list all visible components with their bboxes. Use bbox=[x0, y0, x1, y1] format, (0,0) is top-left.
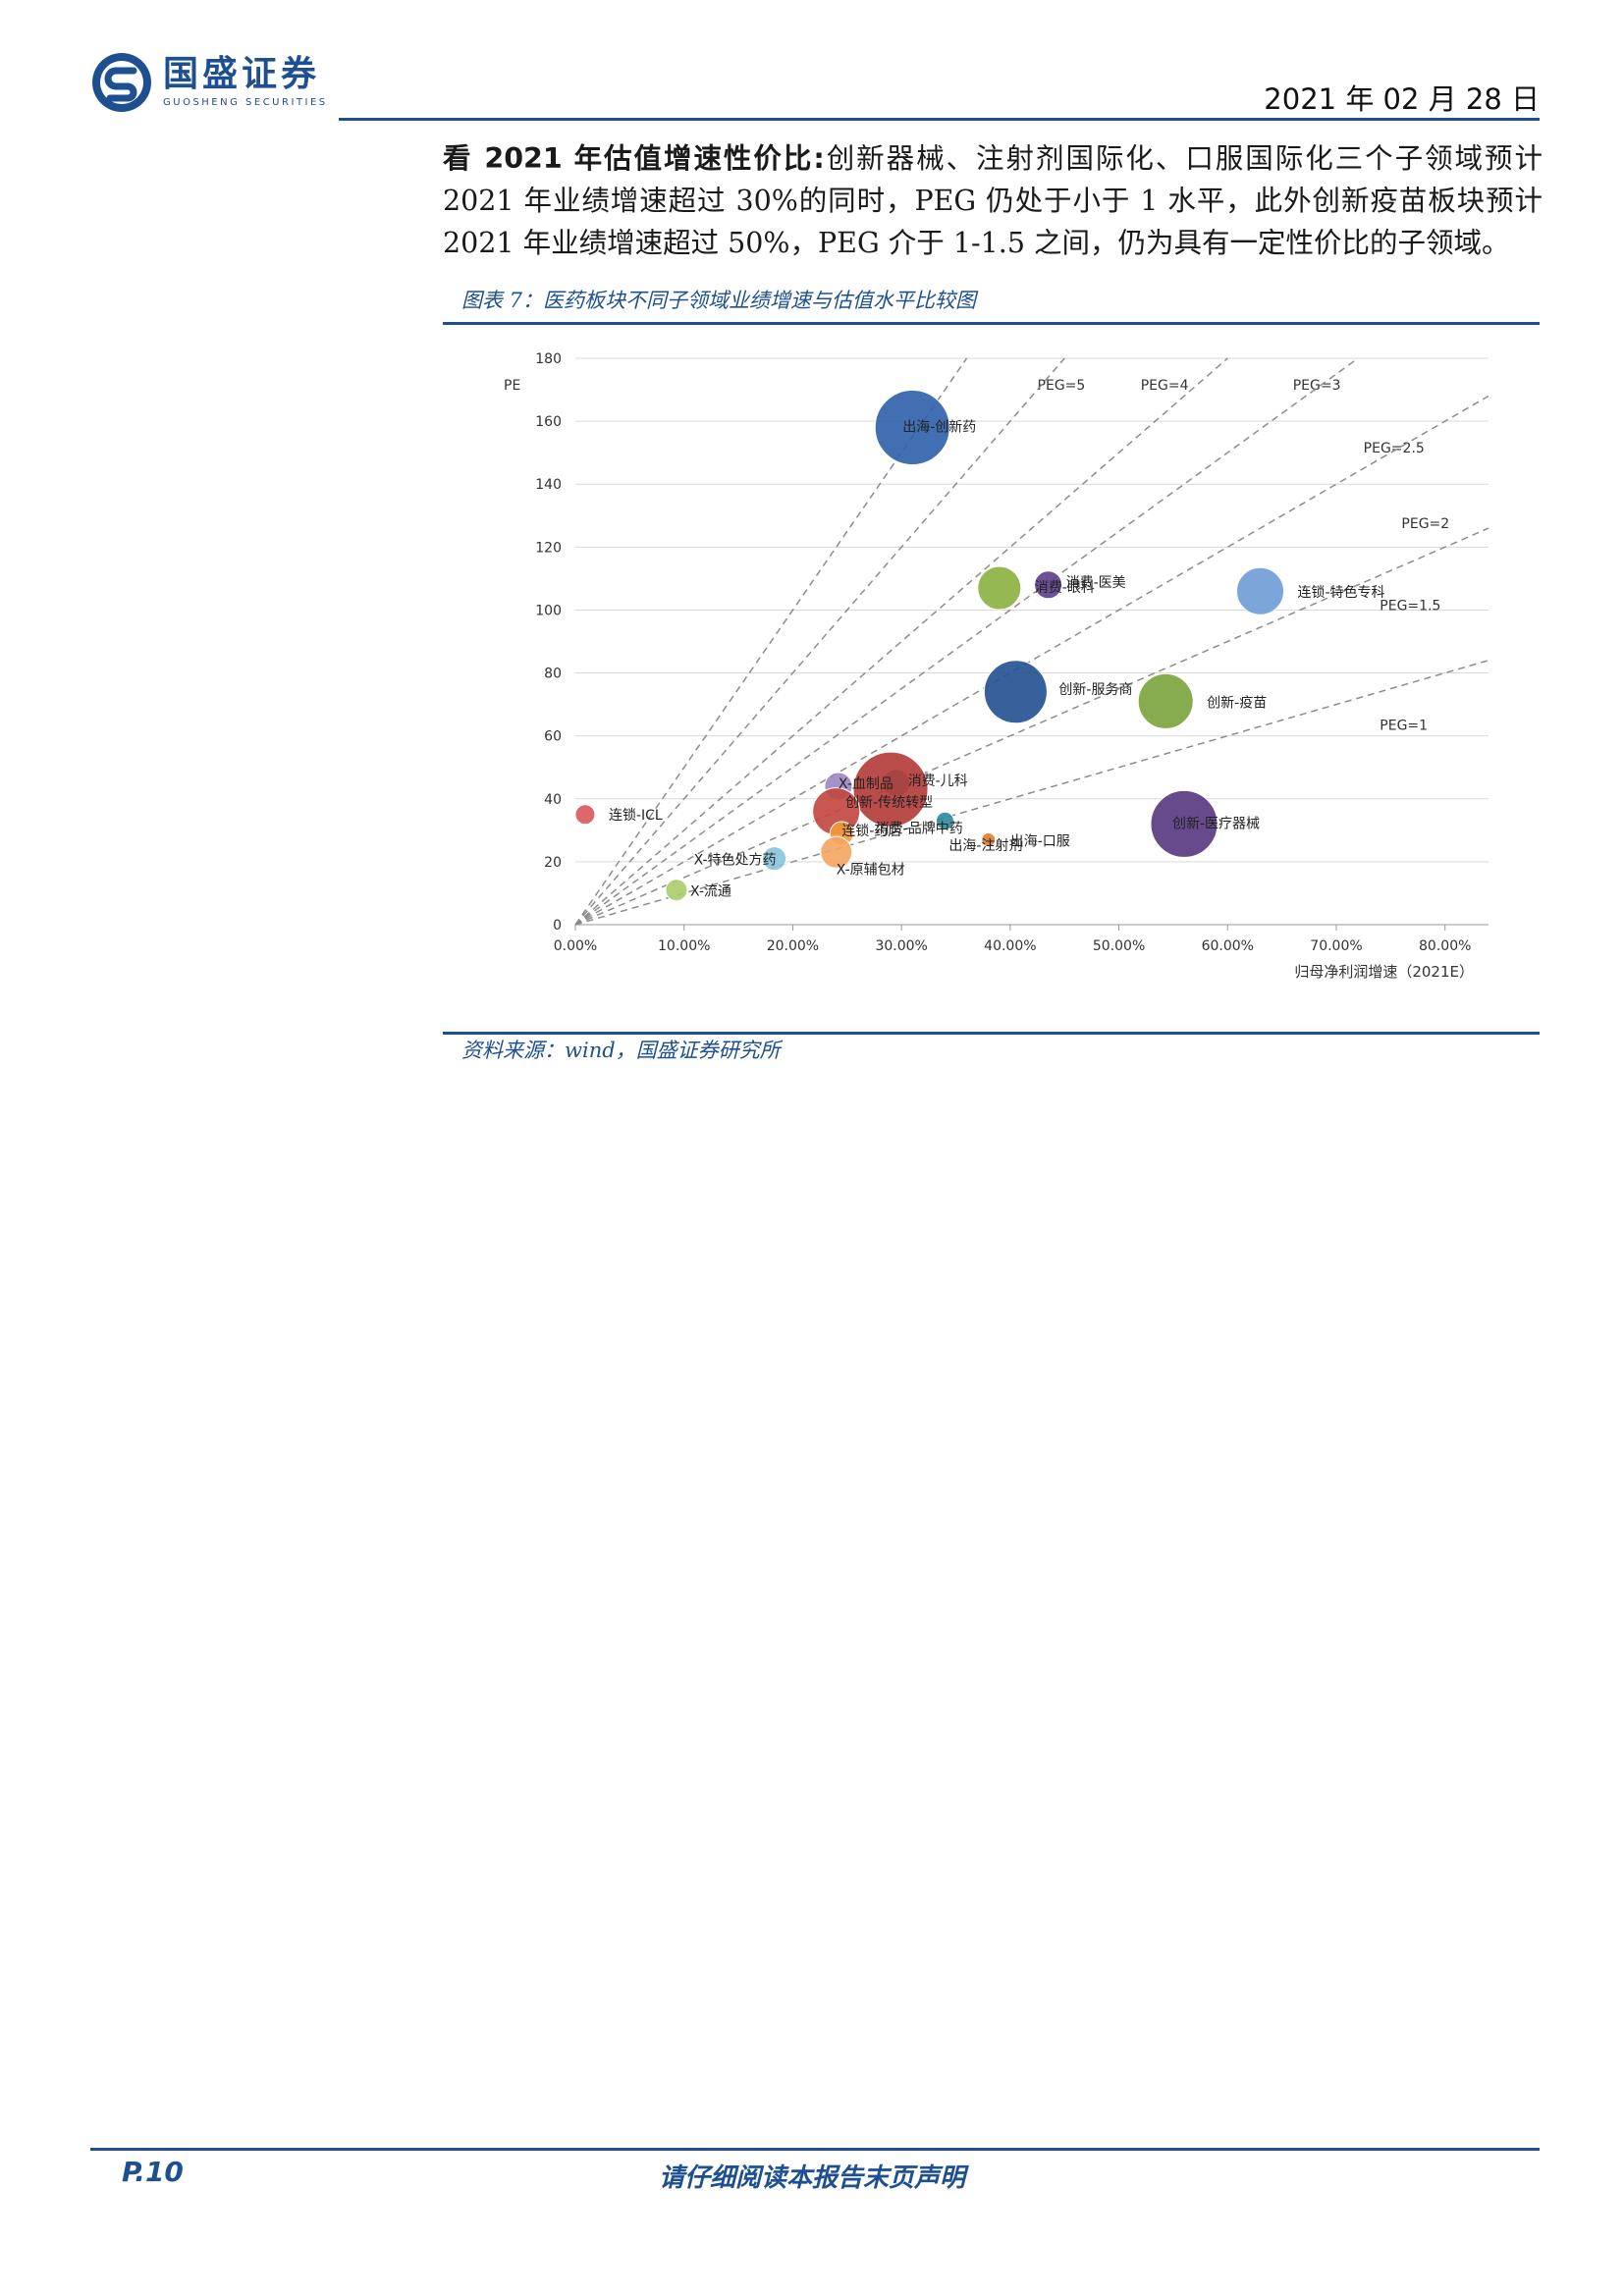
peg-line-label: PEG=3 bbox=[1293, 378, 1341, 394]
y-tick-label: 100 bbox=[535, 603, 562, 618]
peg-line-label: PEG=4 bbox=[1141, 378, 1189, 394]
peg-line bbox=[574, 660, 1489, 926]
bubble-point bbox=[665, 879, 688, 902]
company-logo: 国盛证券 GUOSHENG SECURITIES bbox=[90, 51, 328, 114]
x-tick-label: 80.00% bbox=[1419, 938, 1471, 954]
figure-bottom-divider bbox=[443, 1032, 1540, 1035]
peg-line-label: PEG=1.5 bbox=[1380, 598, 1440, 614]
peg-line-label: PEG=1 bbox=[1380, 718, 1428, 733]
bubble-point bbox=[852, 751, 929, 828]
bubbles-layer bbox=[574, 390, 1284, 902]
footer-divider bbox=[90, 2148, 1540, 2151]
bubble-point bbox=[1236, 566, 1284, 615]
bubble-label: 出海-注射剂 bbox=[948, 838, 1022, 854]
bubble-point bbox=[977, 565, 1022, 611]
footer-disclaimer: 请仔细阅读本报告末页声明 bbox=[658, 2163, 965, 2193]
bubble-point bbox=[1034, 570, 1063, 600]
x-tick-label: 20.00% bbox=[767, 938, 819, 954]
bubble-point bbox=[574, 804, 596, 826]
body-paragraph: 看 2021 年估值增速性价比:创新器械、注射剂国际化、口服国际化三个子领域预计… bbox=[443, 137, 1543, 264]
peg-line-label: PEG=5 bbox=[1038, 378, 1086, 394]
bubble-label: X-流通 bbox=[690, 884, 731, 900]
peg-lines-layer: PEG=5 PEG=4 PEG=3 PEG=2.5 PEG=2 PEG=1.5 PEG=1 bbox=[574, 357, 1489, 926]
bubble-label: X-原辅包材 bbox=[837, 862, 905, 878]
logo-cn-text: 国盛证券 bbox=[163, 54, 321, 94]
bubble-point bbox=[1150, 789, 1218, 858]
bubble-label: 创新-服务商 bbox=[1058, 682, 1132, 698]
y-tick-label: 120 bbox=[535, 540, 562, 556]
bubble-label: X-特色处方药 bbox=[694, 852, 777, 869]
bubble-point bbox=[981, 831, 997, 847]
bubble-label: 创新-医疗器械 bbox=[1172, 816, 1260, 831]
peg-line-label: PEG=2 bbox=[1401, 516, 1449, 532]
bubble-label: 创新-疫苗 bbox=[1207, 695, 1267, 711]
report-date: 2021 年 02 月 28 日 bbox=[1264, 82, 1540, 116]
bubble-label: X-血制品 bbox=[839, 776, 893, 792]
bubble-point bbox=[935, 811, 954, 830]
axis-layer: 0 20 40 60 80 100 120 140 160 180 0.00% 10.00% 20.00… bbox=[535, 351, 1489, 954]
bubble-label: 连锁-特色专科 bbox=[1298, 584, 1385, 601]
x-tick-label: 70.00% bbox=[1310, 938, 1362, 954]
peg-line bbox=[574, 527, 1489, 926]
bubble-label: 消费-品牌中药 bbox=[876, 821, 963, 837]
bubble-point bbox=[1137, 672, 1194, 729]
bubble-labels-layer: 出海-创新药消费-眼科消费-医美连锁-特色专科创新-服务商创新-疫苗X-血制品消… bbox=[609, 420, 1385, 900]
x-axis-title: 归母净利润增速（2021E） bbox=[1294, 963, 1474, 981]
peg-line bbox=[574, 357, 1228, 926]
bubble-label: 创新-传统转型 bbox=[845, 795, 933, 811]
bubble-label: 消费-眼科 bbox=[1035, 580, 1095, 596]
y-tick-label: 180 bbox=[535, 351, 562, 367]
x-tick-label: 30.00% bbox=[875, 938, 927, 954]
y-tick-label: 0 bbox=[553, 918, 562, 934]
scatter-chart: 0 20 40 60 80 100 120 140 160 180 0.00% 10.00% 20.00… bbox=[504, 351, 1489, 981]
x-tick-label: 60.00% bbox=[1202, 938, 1254, 954]
logo-en-text: GUOSHENG SECURITIES bbox=[163, 97, 328, 108]
paragraph-lead: 看 2021 年估值增速性价比: bbox=[443, 142, 825, 175]
bubble-label: 出海-口服 bbox=[1010, 833, 1070, 849]
bubble-label: 消费-儿科 bbox=[908, 774, 968, 789]
y-tick-label: 40 bbox=[544, 792, 562, 808]
peg-line bbox=[574, 357, 1359, 926]
bubble-label: 消费-医美 bbox=[1066, 575, 1126, 591]
figure-source: 资料来源：wind，国盛证券研究所 bbox=[461, 1039, 781, 1062]
header-divider bbox=[339, 118, 1540, 121]
bubble-label: 连锁-药店 bbox=[841, 824, 901, 839]
x-tick-label: 0.00% bbox=[554, 938, 597, 954]
x-tick-label: 50.00% bbox=[1093, 938, 1145, 954]
x-tick-label: 10.00% bbox=[658, 938, 710, 954]
bubble-point bbox=[874, 390, 950, 466]
y-tick-label: 140 bbox=[535, 477, 562, 493]
bubble-label: 连锁-ICL bbox=[609, 808, 663, 824]
bubble-point bbox=[820, 835, 853, 869]
x-tick-label: 40.00% bbox=[984, 938, 1036, 954]
y-tick-label: 60 bbox=[544, 729, 562, 745]
figure-caption: 图表 7：医药板块不同子领域业绩增速与估值水平比较图 bbox=[461, 289, 977, 312]
paragraph-text: 创新器械、注射剂国际化、口服国际化三个子领域预计 2021 年业绩增速超过 30… bbox=[443, 142, 1543, 259]
y-tick-label: 20 bbox=[544, 855, 562, 871]
y-tick-label: 80 bbox=[544, 667, 562, 682]
bubble-label: 出海-创新药 bbox=[902, 420, 976, 436]
page-number: P.10 bbox=[122, 2156, 184, 2188]
bubble-point bbox=[762, 846, 787, 872]
y-tick-label: 160 bbox=[535, 414, 562, 430]
peg-line-label: PEG=2.5 bbox=[1364, 441, 1425, 456]
peg-line bbox=[574, 357, 968, 926]
y-axis-title: PE bbox=[504, 378, 520, 394]
bubble-point bbox=[983, 660, 1048, 724]
logo-icon bbox=[92, 53, 151, 112]
figure-top-divider bbox=[443, 322, 1540, 325]
